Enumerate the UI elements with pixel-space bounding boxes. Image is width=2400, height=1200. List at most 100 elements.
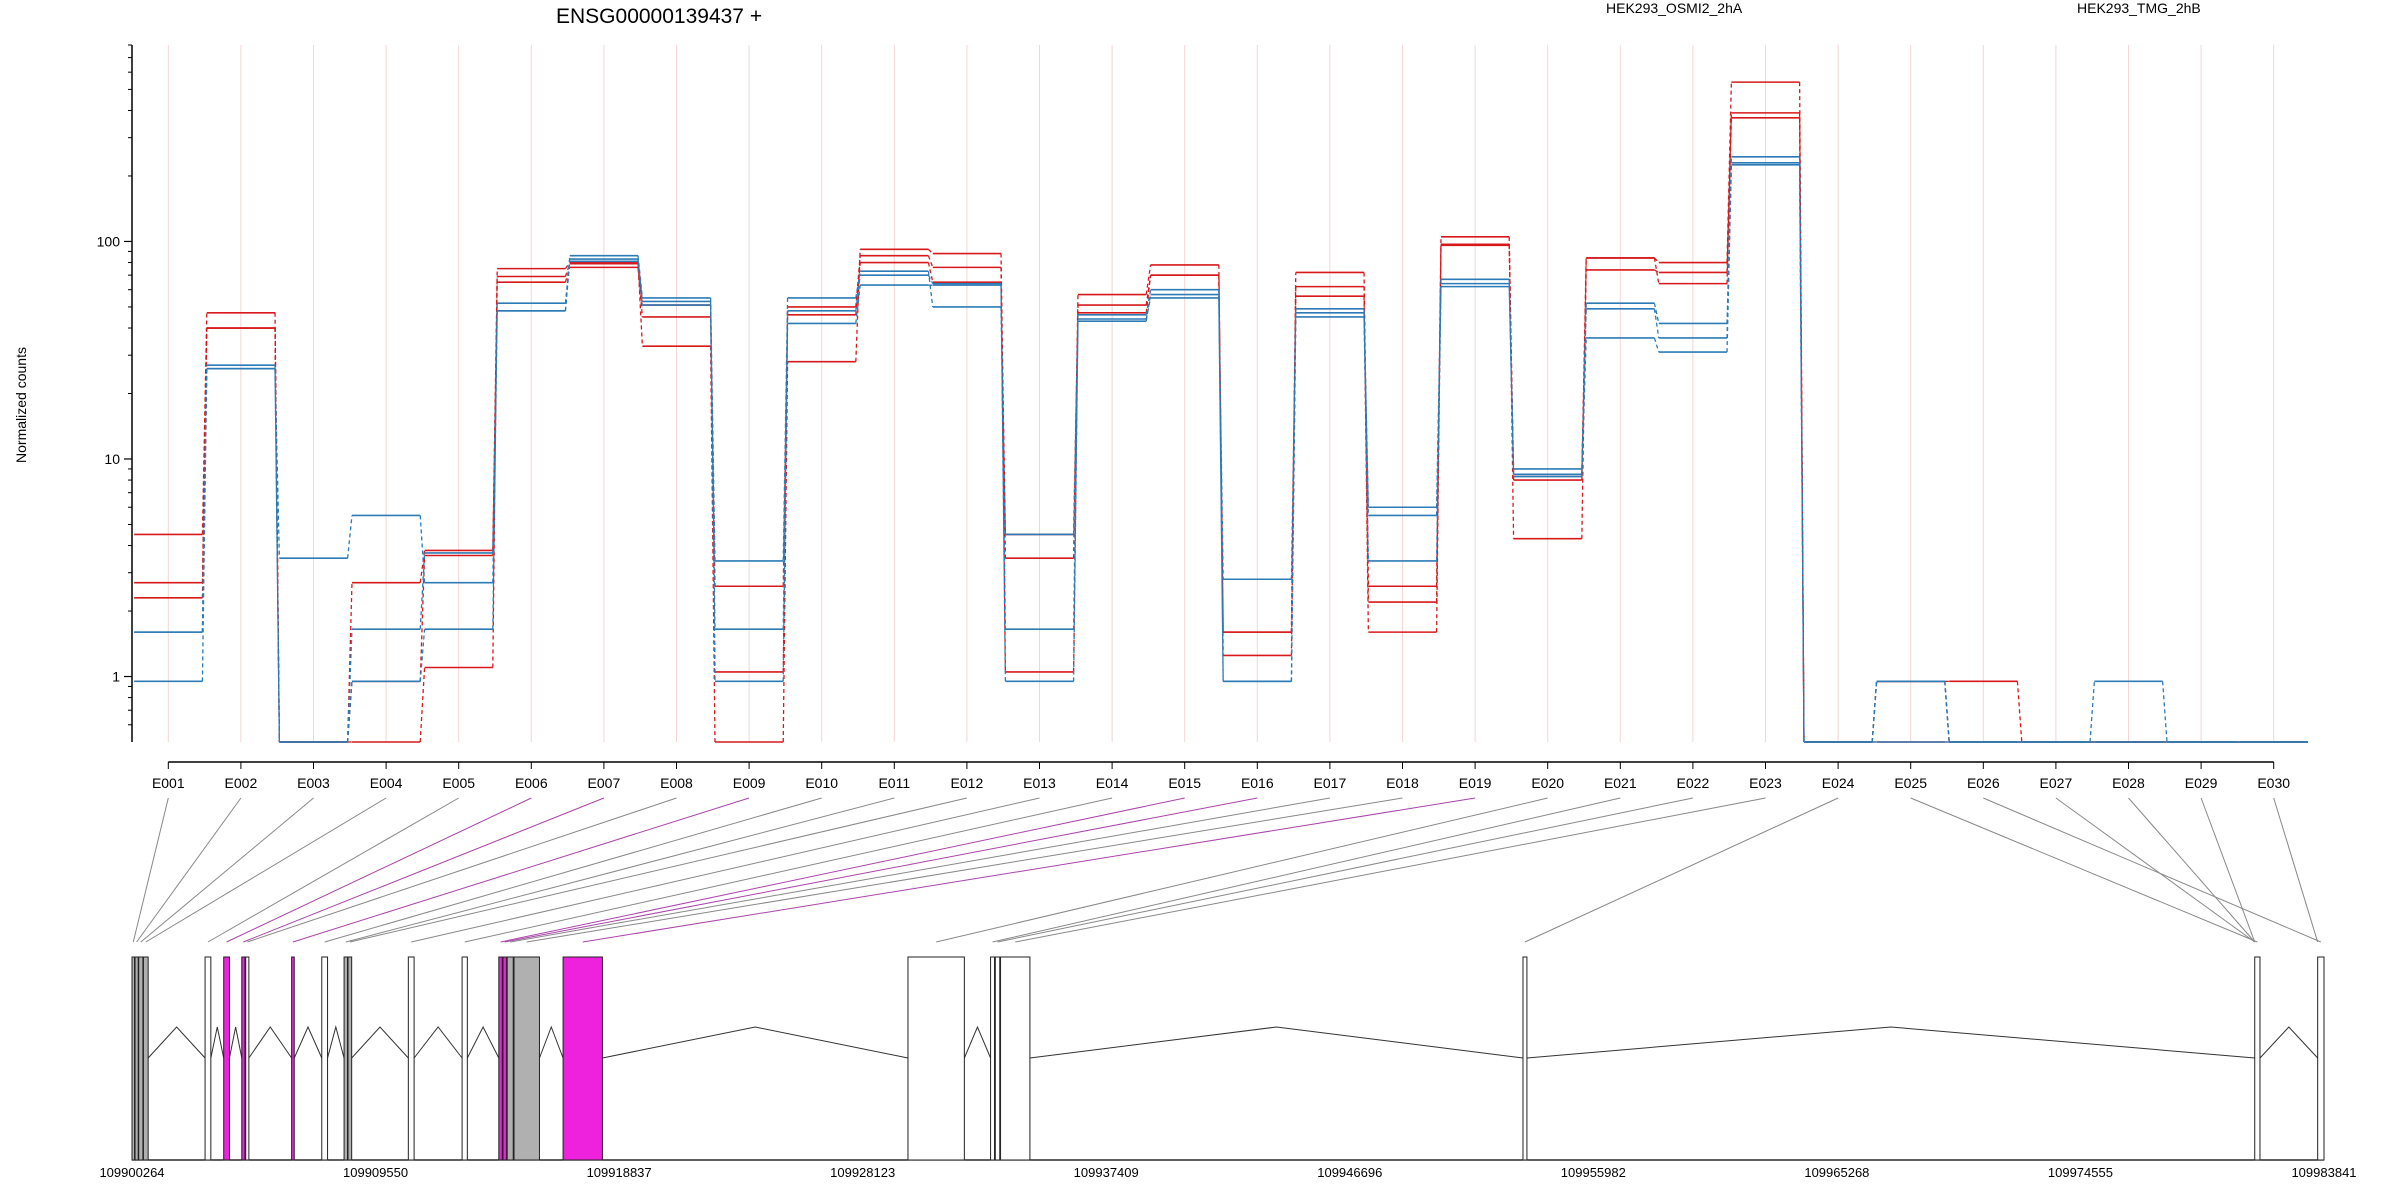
series-0-transition: [855, 249, 861, 362]
series-1-transition: [564, 263, 571, 277]
exon-box-e025: [2254, 956, 2261, 1161]
intron-line: [466, 1025, 500, 1059]
exon-box-e023: [1000, 956, 1031, 1161]
series-5-transition: [1290, 316, 1297, 682]
series-0-transition: [2016, 681, 2023, 743]
axes: 1 10 100 E001 E002 E003 E004 E005 E006 E007 E008 E0…: [97, 44, 2290, 791]
series-2-transition: [1145, 275, 1152, 313]
genomic-coordinate-label: 109909550: [343, 1165, 408, 1180]
y-axis-label: Normalized counts: [13, 347, 29, 463]
intron-line: [2259, 1026, 2319, 1059]
series-5-transition: [1145, 297, 1152, 320]
exon-box-e012: [347, 956, 353, 1161]
series-2-transition: [927, 262, 934, 283]
x-tick-label-e012: E012: [951, 775, 984, 791]
series-1-transition: [1000, 267, 1007, 672]
x-tick-label-e030: E030: [2257, 775, 2290, 791]
series-4-transition: [637, 258, 644, 302]
series-5-transition: [346, 681, 353, 743]
connector-e017: [510, 797, 1330, 943]
series-0-transition: [927, 248, 934, 254]
series-5-transition: [564, 261, 571, 311]
connector-e009: [292, 797, 750, 943]
connector-e003: [140, 797, 314, 943]
genomic-coordinate-label: 109965268: [1804, 1165, 1869, 1180]
exon-gridlines: [167, 45, 2275, 742]
series-1-transition: [419, 550, 426, 583]
series-5-transition: [201, 368, 208, 682]
connector-e022: [997, 797, 1694, 943]
exon-box-e002: [134, 956, 139, 1161]
exon-box-e004: [142, 956, 149, 1161]
intron-line: [351, 1026, 409, 1059]
series-4-transition: [1944, 681, 1950, 743]
x-tick-label-e009: E009: [733, 775, 766, 791]
series-3-transition: [927, 271, 934, 308]
exon-box-e014: [461, 956, 468, 1161]
gene-model: 109900264 109909550 109918837 109928123 1099…: [99, 956, 2357, 1180]
intron-line: [248, 1026, 293, 1059]
x-tick-label-e013: E013: [1023, 775, 1056, 791]
genomic-coordinate-label: 109955982: [1561, 1165, 1626, 1180]
exon-box-e003: [138, 956, 144, 1161]
x-tick-label-e006: E006: [515, 775, 548, 791]
x-tick-label-e011: E011: [878, 775, 910, 791]
exon-connectors: [132, 797, 2322, 943]
x-tick-label-e005: E005: [442, 775, 475, 791]
connector-e016: [504, 797, 1258, 943]
intron-line: [210, 1026, 225, 1059]
legend-entry-tmg: HEK293_TMG_2hB: [2077, 0, 2201, 16]
connector-e021: [992, 797, 1621, 943]
series-3-transition: [1145, 289, 1152, 315]
series-4-transition: [1145, 294, 1152, 322]
exon-box-e009: [291, 956, 295, 1161]
x-tick-label-e003: E003: [297, 775, 330, 791]
series-0-transition: [201, 312, 208, 535]
connector-e010: [324, 797, 822, 943]
intron-line: [413, 1026, 463, 1059]
series-0-transition: [419, 667, 426, 743]
series-1-transition: [927, 255, 934, 268]
connector-e008: [247, 797, 677, 943]
connector-e014: [464, 797, 1113, 943]
x-tick-label-e008: E008: [660, 775, 693, 791]
x-tick-label-e007: E007: [588, 775, 621, 791]
connector-e005: [207, 797, 459, 943]
intron-line: [1526, 1026, 2255, 1059]
connector-e024: [1524, 797, 1839, 943]
intron-line: [539, 1025, 564, 1059]
x-tick-label-e018: E018: [1386, 775, 1419, 791]
series-4-transition: [855, 275, 861, 311]
x-tick-label-e014: E014: [1096, 775, 1129, 791]
intron-line: [327, 1025, 345, 1059]
intron-line: [228, 1026, 243, 1059]
x-tick-label-e004: E004: [370, 775, 403, 791]
genomic-coordinate-label: 109974555: [2048, 1165, 2113, 1180]
connector-e028: [2128, 797, 2256, 943]
x-tick-label-e028: E028: [2112, 775, 2145, 791]
x-tick-label-e023: E023: [1749, 775, 1782, 791]
x-tick-label-e022: E022: [1677, 775, 1710, 791]
connector-e013: [411, 797, 1040, 943]
x-tick-label-e019: E019: [1459, 775, 1492, 791]
series-3-transition: [1653, 303, 1660, 324]
connector-e026: [1983, 797, 2322, 943]
connector-e030: [2273, 797, 2319, 943]
intron-line: [293, 1025, 323, 1059]
series-5-transition: [1218, 297, 1224, 682]
exon-box-e007: [241, 956, 246, 1161]
series-1-transition: [346, 582, 353, 743]
exon-box-e008: [245, 956, 250, 1161]
x-tick-label-e025: E025: [1894, 775, 1927, 791]
y-tick-label: 100: [97, 233, 121, 249]
x-tick-label-e026: E026: [1967, 775, 2000, 791]
connector-e027: [2055, 797, 2256, 943]
series-5-transition: [1000, 285, 1007, 682]
connector-e023: [1015, 797, 1766, 943]
series-5-transition: [1726, 164, 1733, 353]
connector-e015: [500, 797, 1185, 943]
connector-e025: [1910, 797, 2258, 943]
series-5: [134, 164, 2308, 743]
x-tick-label-e027: E027: [2040, 775, 2073, 791]
